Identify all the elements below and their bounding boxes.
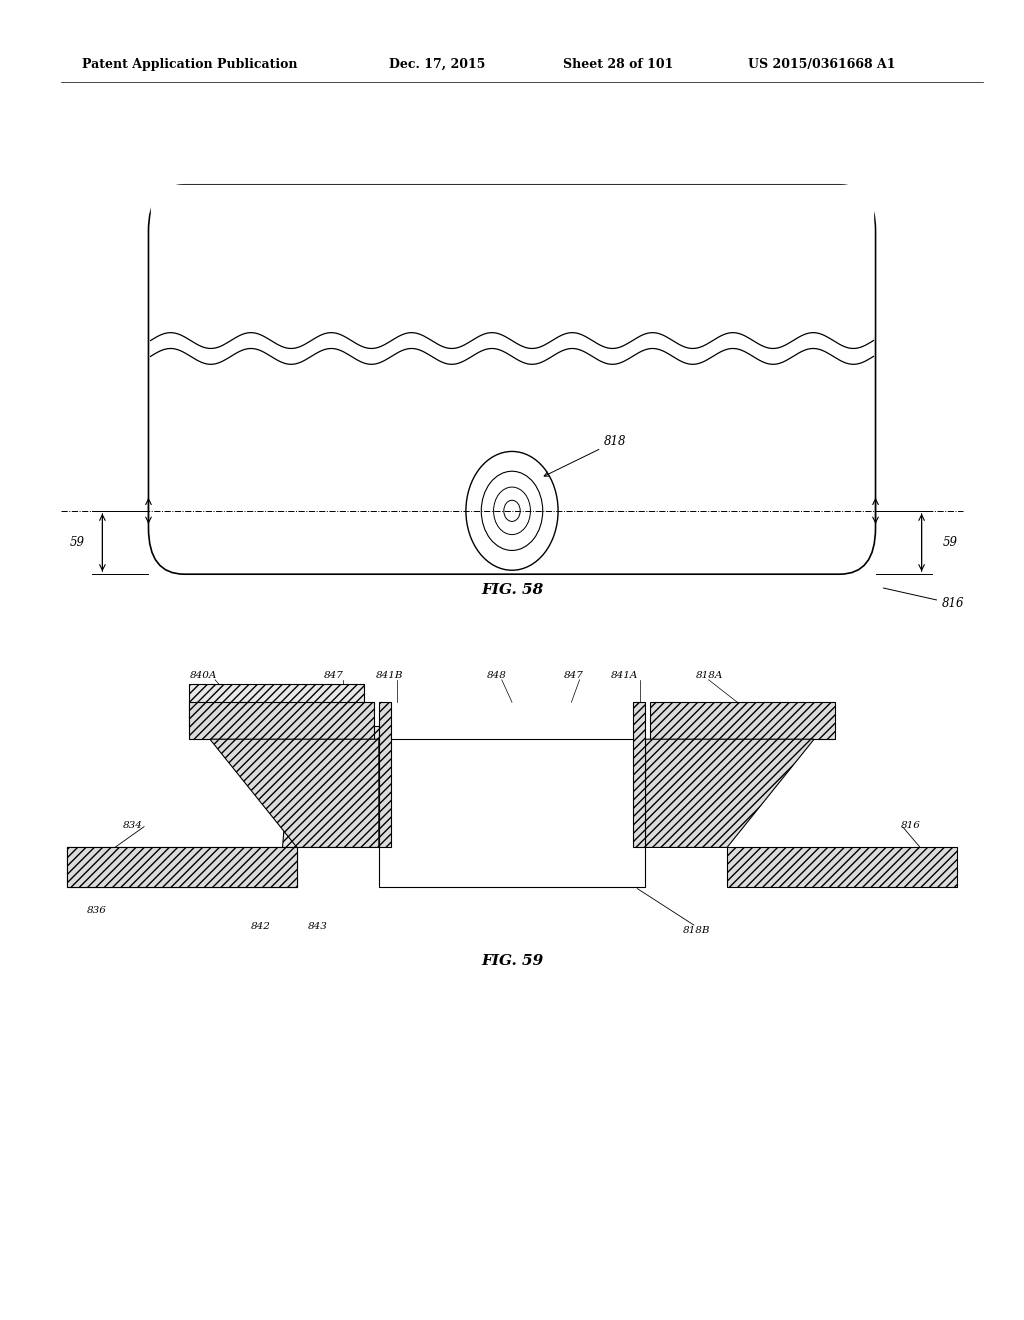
Text: 848: 848 xyxy=(486,672,507,680)
Text: FIG. 58: FIG. 58 xyxy=(481,583,543,597)
Bar xyxy=(633,702,645,847)
Text: FIG. 59: FIG. 59 xyxy=(481,954,543,968)
Text: 834: 834 xyxy=(123,821,142,829)
Bar xyxy=(727,847,957,887)
Text: 59: 59 xyxy=(70,536,84,549)
Text: 816: 816 xyxy=(901,821,921,829)
Text: 836: 836 xyxy=(87,907,108,915)
Text: 832: 832 xyxy=(666,762,685,770)
Text: 818A: 818A xyxy=(696,672,724,680)
Bar xyxy=(189,702,374,739)
Text: Patent Application Publication: Patent Application Publication xyxy=(82,58,297,71)
Bar xyxy=(650,702,835,739)
Bar xyxy=(379,702,391,847)
FancyBboxPatch shape xyxy=(148,185,876,574)
Polygon shape xyxy=(645,739,814,847)
Text: 816: 816 xyxy=(884,587,965,610)
Text: 830: 830 xyxy=(266,766,355,776)
Text: 841A: 841A xyxy=(611,672,638,680)
Text: 847: 847 xyxy=(563,672,584,680)
Text: 843: 843 xyxy=(307,923,328,931)
Polygon shape xyxy=(210,739,379,847)
Bar xyxy=(189,684,364,726)
Bar xyxy=(151,185,873,337)
Text: 840A: 840A xyxy=(189,672,217,680)
Polygon shape xyxy=(282,726,379,847)
Text: 59: 59 xyxy=(943,536,957,549)
Text: Dec. 17, 2015: Dec. 17, 2015 xyxy=(389,58,485,71)
Text: 818: 818 xyxy=(544,434,627,477)
Bar xyxy=(67,847,297,887)
Text: 841B: 841B xyxy=(376,672,402,680)
Text: 842: 842 xyxy=(251,923,271,931)
Text: 844: 844 xyxy=(476,788,496,796)
Text: 847: 847 xyxy=(324,672,344,680)
Bar xyxy=(379,739,645,887)
Text: US 2015/0361668 A1: US 2015/0361668 A1 xyxy=(748,58,895,71)
Text: 818B: 818B xyxy=(683,927,710,935)
Bar xyxy=(67,847,297,887)
Text: Sheet 28 of 101: Sheet 28 of 101 xyxy=(563,58,674,71)
